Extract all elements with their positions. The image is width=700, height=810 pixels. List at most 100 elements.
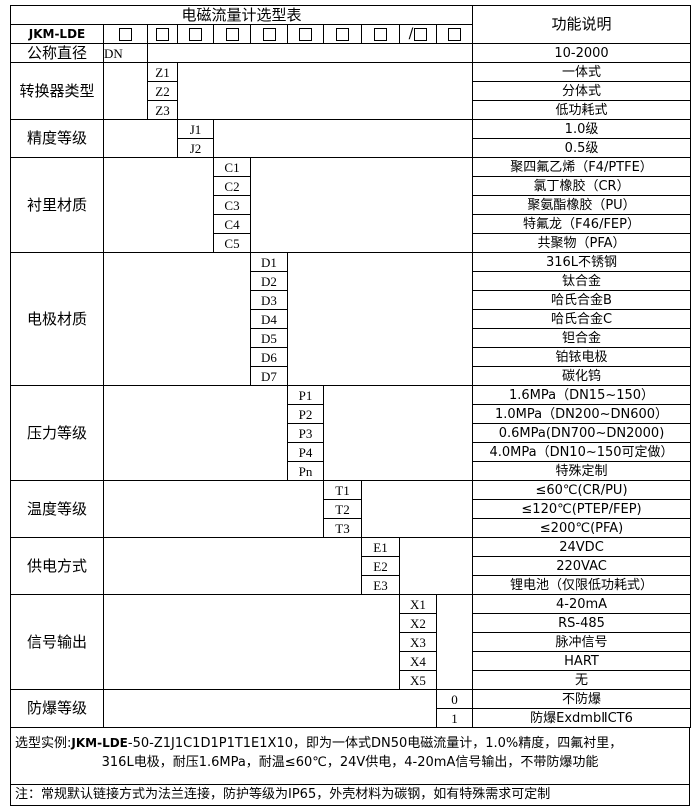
code-placeholder-box bbox=[361, 24, 400, 44]
option-description: 聚氨酯橡胶（PU） bbox=[472, 195, 692, 215]
option-code: C4 bbox=[213, 214, 251, 234]
option-row: 信号输出 X1 4-20mA bbox=[10, 594, 692, 690]
option-row: 公称直径 DN 10-2000 bbox=[10, 43, 692, 63]
blank-cell bbox=[103, 594, 400, 690]
empty-box-icon bbox=[374, 27, 387, 41]
option-description: 无 bbox=[472, 670, 692, 690]
option-description: 特殊定制 bbox=[472, 461, 692, 481]
blank-cell bbox=[103, 537, 362, 595]
blank-cell bbox=[103, 689, 437, 728]
option-code: E3 bbox=[361, 575, 400, 595]
option-code: D4 bbox=[250, 309, 288, 329]
group-label: 供电方式 bbox=[10, 537, 104, 595]
header-row-title: 电磁流量计选型表 功能说明 bbox=[9, 5, 692, 44]
blank-cell bbox=[103, 62, 148, 120]
group-label: 信号输出 bbox=[10, 594, 104, 690]
option-code: C3 bbox=[213, 195, 251, 215]
option-description: 1.6MPa（DN15~150） bbox=[472, 385, 692, 405]
option-description: 24VDC bbox=[472, 537, 692, 557]
blank-cell bbox=[103, 157, 214, 253]
blank-cell bbox=[360, 480, 474, 538]
option-description: 低功耗式 bbox=[472, 100, 692, 120]
blank-cell bbox=[103, 385, 288, 481]
option-description: 防爆ExdmbⅡCT6 bbox=[472, 708, 692, 728]
empty-box-icon bbox=[156, 27, 169, 41]
desc-header: 功能说明 bbox=[472, 5, 692, 44]
code-placeholder-box bbox=[103, 24, 148, 44]
option-code: X4 bbox=[399, 651, 437, 671]
code-placeholder-box bbox=[287, 24, 324, 44]
option-description: 脉冲信号 bbox=[472, 632, 692, 652]
blank-cell bbox=[146, 43, 474, 63]
empty-box-icon bbox=[119, 27, 132, 41]
option-description: ≤60℃(CR/PU) bbox=[472, 480, 692, 500]
option-description: 锂电池（仅限低功耗式） bbox=[472, 575, 692, 595]
code-placeholder-box bbox=[435, 24, 474, 44]
option-row: 防爆等级 0 不防爆 bbox=[10, 689, 692, 728]
group-label: 电极材质 bbox=[10, 252, 104, 386]
option-description: 分体式 bbox=[472, 81, 692, 101]
option-code: X3 bbox=[399, 632, 437, 652]
blank-cell bbox=[435, 594, 474, 690]
example-line2: 316L电极，耐压1.6MPa，耐温≤60℃，24V供电，4-20mA信号输出，… bbox=[101, 755, 599, 770]
code-placeholder-box: / bbox=[399, 24, 437, 44]
option-code: Z1 bbox=[147, 62, 178, 82]
blank-cell bbox=[103, 252, 251, 386]
option-code: P1 bbox=[287, 385, 324, 405]
group-label: 衬里材质 bbox=[10, 157, 104, 253]
option-row: Pn 特殊定制 bbox=[11, 461, 692, 481]
option-description: 10-2000 bbox=[472, 43, 692, 63]
blank-cell bbox=[212, 119, 474, 158]
option-description: 0.6MPa(DN700~DN2000) bbox=[472, 423, 692, 443]
option-code: 0 bbox=[435, 689, 474, 709]
blank-cell bbox=[176, 62, 474, 120]
option-row: 电极材质 D1 316L不锈钢 bbox=[10, 252, 692, 386]
option-code: C1 bbox=[213, 157, 251, 177]
option-description: 钛合金 bbox=[472, 271, 692, 291]
option-row: C4 特氟龙（F46/FEP） bbox=[11, 214, 692, 234]
option-description: ≤200℃(PFA) bbox=[472, 518, 692, 538]
option-row: 衬里材质 C1 聚四氟乙烯（F4/PTFE） bbox=[10, 157, 692, 253]
option-description: 共聚物（PFA） bbox=[472, 233, 692, 253]
option-description: 铂铱电极 bbox=[472, 347, 692, 367]
model-prefix: JKM-LDE bbox=[10, 24, 104, 44]
option-code: C5 bbox=[213, 233, 251, 253]
blank-cell bbox=[103, 480, 324, 538]
option-description: 4.0MPa（DN10~150可定做） bbox=[472, 442, 692, 462]
option-code: D1 bbox=[250, 252, 288, 272]
selection-example: 选型实例:JKM-LDE-50-Z1J1C1D1P1T1E1X10，即为一体式D… bbox=[11, 728, 689, 784]
empty-box-icon bbox=[225, 27, 239, 41]
option-code: P2 bbox=[287, 404, 324, 424]
example-line1: -50-Z1J1C1D1P1T1E1X10，即为一体式DN50电磁流量计，1.0… bbox=[127, 736, 623, 751]
option-row: 1 防爆ExdmbⅡCT6 bbox=[11, 708, 692, 728]
option-description: 哈氏合金C bbox=[472, 309, 692, 329]
option-code: X1 bbox=[399, 594, 437, 614]
option-description: 不防爆 bbox=[472, 689, 692, 709]
option-code: P4 bbox=[287, 442, 324, 462]
blank-cell bbox=[103, 119, 178, 158]
option-description: 316L不锈钢 bbox=[472, 252, 692, 272]
option-row: 温度等级 T1 ≤60℃(CR/PU) bbox=[10, 480, 692, 538]
option-description: 氯丁橡胶（CR） bbox=[472, 176, 692, 196]
selection-table-container: 电磁流量计选型表 功能说明 JKM-LDE / 公称直径 DN 10-2000 转换器… bbox=[9, 5, 692, 806]
option-row: D6 铂铱电极 bbox=[11, 347, 692, 367]
option-description: 哈氏合金B bbox=[472, 290, 692, 310]
footer: 选型实例:JKM-LDE-50-Z1J1C1D1P1T1E1X10，即为一体式D… bbox=[10, 728, 690, 806]
option-code: C2 bbox=[213, 176, 251, 196]
option-description: 碳化钨 bbox=[472, 366, 692, 386]
option-code: E2 bbox=[361, 556, 400, 576]
empty-box-icon bbox=[448, 27, 461, 41]
slash-separator: / bbox=[408, 25, 414, 42]
group-label: 转换器类型 bbox=[10, 62, 104, 120]
option-row: 供电方式 E1 24VDC bbox=[10, 537, 692, 595]
option-code: J2 bbox=[177, 138, 214, 158]
option-code: J1 bbox=[177, 119, 214, 139]
option-row: X5 无 bbox=[11, 670, 692, 690]
empty-box-icon bbox=[189, 27, 202, 41]
option-code: X2 bbox=[399, 613, 437, 633]
blank-cell bbox=[322, 385, 474, 481]
option-code: E1 bbox=[361, 537, 400, 557]
option-description: 一体式 bbox=[472, 62, 692, 82]
group-label: 温度等级 bbox=[10, 480, 104, 538]
option-code: Z2 bbox=[147, 81, 178, 101]
